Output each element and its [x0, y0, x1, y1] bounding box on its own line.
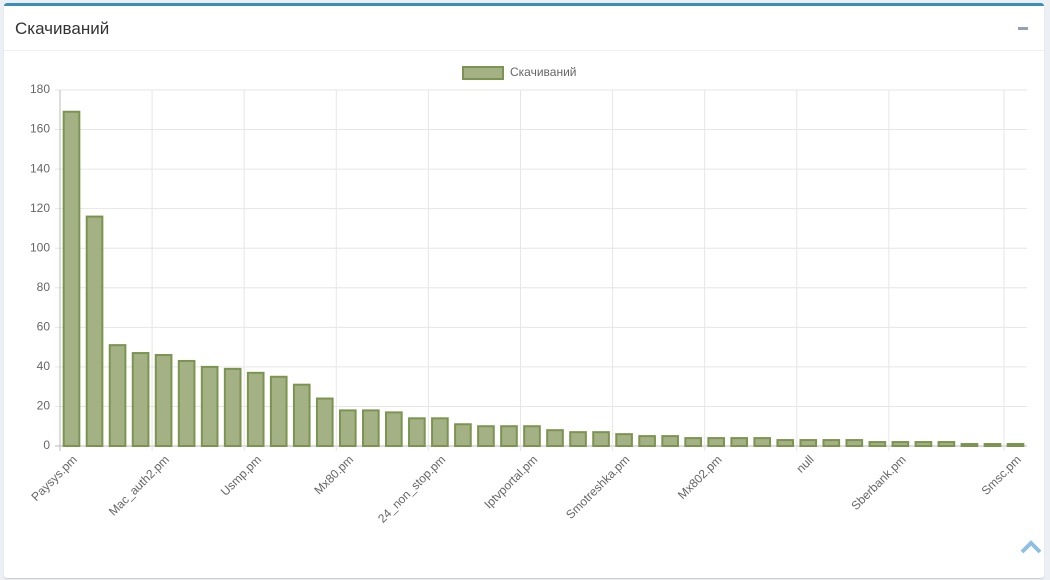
- bar: [177, 359, 196, 448]
- bar: [845, 439, 864, 448]
- bar: [638, 435, 656, 448]
- bar: [223, 367, 242, 447]
- bar: [960, 443, 979, 447]
- bar: [361, 409, 380, 447]
- bar: [569, 431, 587, 447]
- x-tick-label: Mx80.pm: [311, 452, 356, 497]
- x-tick-label: Paysys.pm: [28, 452, 79, 503]
- x-tick-label: Mac_auth2.pm: [106, 452, 172, 518]
- legend-swatch: [462, 66, 504, 80]
- y-tick-label: 40: [37, 359, 51, 373]
- bar: [983, 443, 1002, 447]
- bar: [477, 425, 495, 448]
- bar: [799, 439, 818, 448]
- bar: [1006, 443, 1025, 447]
- y-tick-label: 80: [37, 280, 51, 294]
- panel: Скачиваний: [4, 3, 1044, 578]
- collapse-button[interactable]: [1018, 27, 1028, 30]
- y-tick-label: 160: [30, 122, 50, 136]
- bar: [891, 441, 910, 447]
- x-tick-label: Smotreshka.pm: [563, 452, 632, 521]
- bar: [822, 439, 841, 448]
- bar: [315, 397, 334, 447]
- bar: [154, 354, 173, 447]
- bar: [246, 371, 265, 448]
- bar: [292, 383, 311, 448]
- bar: [408, 417, 426, 447]
- bar: [914, 441, 933, 447]
- bar: [108, 344, 127, 447]
- bar: [200, 365, 219, 447]
- bar: [661, 435, 679, 448]
- y-tick-label: 0: [43, 438, 50, 452]
- bar: [85, 215, 104, 447]
- bar: [868, 441, 887, 447]
- y-tick-label: 20: [37, 399, 51, 413]
- bar: [500, 425, 518, 448]
- scroll-top-icon[interactable]: [1020, 540, 1042, 554]
- x-tick-label: Sberbank.pm: [848, 452, 908, 512]
- bar: [684, 437, 702, 448]
- bar: [592, 431, 610, 447]
- x-tick-label: Smsc.pm: [979, 452, 1024, 497]
- bar: [431, 417, 449, 447]
- panel-header: Скачиваний: [4, 6, 1044, 51]
- y-tick-label: 60: [37, 320, 51, 334]
- bar: [730, 437, 749, 448]
- legend-label: Скачиваний: [510, 65, 577, 79]
- bar: [707, 437, 726, 448]
- y-tick-label: 120: [30, 201, 50, 215]
- bar: [454, 423, 472, 448]
- y-tick-label: 140: [30, 161, 50, 175]
- x-tick-label: Usmp.pm: [218, 452, 264, 498]
- y-tick-label: 180: [30, 82, 50, 96]
- bar: [937, 441, 956, 447]
- bar: [338, 409, 357, 447]
- x-tick-label: 24_non_stop.pm: [375, 452, 448, 525]
- y-tick-label: 100: [30, 240, 50, 254]
- bar: [385, 411, 403, 447]
- bar: [131, 352, 150, 447]
- bar: [62, 110, 81, 447]
- bar: [269, 375, 288, 447]
- bar: [523, 425, 541, 448]
- bar: [615, 433, 633, 447]
- x-tick-label: Iptvportal.pm: [481, 452, 540, 511]
- bar: [776, 439, 795, 448]
- panel-title: Скачиваний: [15, 19, 110, 38]
- x-tick-label: null: [794, 452, 817, 475]
- x-tick-label: Mx802.pm: [675, 452, 725, 502]
- bar: [753, 437, 772, 448]
- bar: [546, 429, 564, 447]
